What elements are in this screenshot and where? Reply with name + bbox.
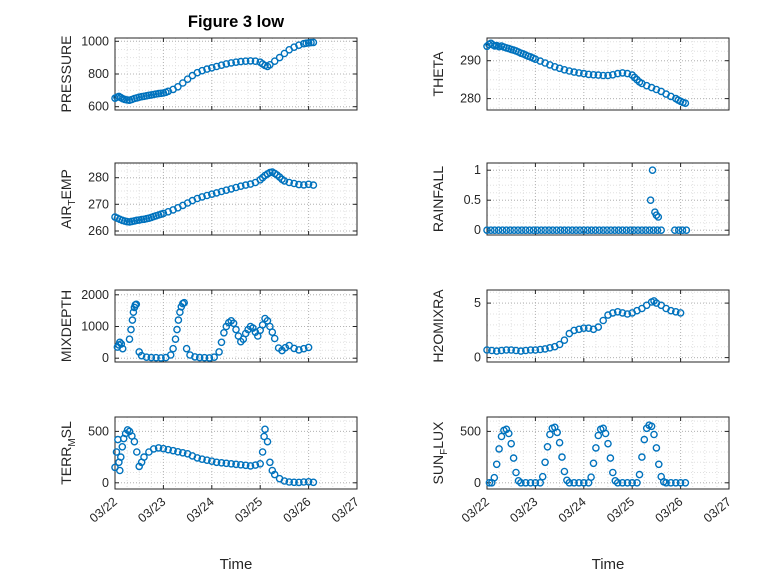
tick-marks (114, 290, 358, 362)
y-tick-label: 280 (88, 171, 109, 185)
x-tick-label: 03/22 (87, 495, 120, 526)
tick-marks (114, 163, 358, 235)
figure-title: Figure 3 low (187, 13, 285, 31)
x-tick-label: 03/26 (653, 495, 686, 526)
y-tick-label: 0 (102, 476, 109, 490)
minor-grid (486, 417, 730, 489)
x-tick-label: 03/22 (459, 495, 492, 526)
axes-box (486, 416, 730, 490)
y-tick-label: 270 (88, 197, 109, 211)
x-tick-label: 03/24 (556, 495, 589, 526)
axes-box (486, 289, 730, 363)
plot-sunflux: 03/22 03/23 03/24 03/25 03/26 03/27 0 500 (459, 416, 734, 526)
x-tick-label: 03/25 (232, 495, 265, 526)
y-tick-label: 1000 (81, 34, 109, 48)
x-tick-label: 03/23 (135, 495, 168, 526)
y-tick-label: 800 (88, 67, 109, 81)
x-tick-label: 03/24 (184, 495, 217, 526)
y-tick-label: 600 (88, 100, 109, 114)
plot-h2omixra: 05 (474, 289, 730, 365)
major-grid (114, 163, 358, 235)
series-rainfall (483, 166, 691, 234)
series-sunflux (485, 421, 690, 487)
x-tick-label: 03/27 (329, 495, 362, 526)
plot-airtemp: 260 270 280 (88, 162, 358, 238)
axes-box (114, 162, 358, 236)
series-pressure (111, 38, 318, 104)
y-tick-label: 280 (460, 92, 481, 106)
series-h2omixra (483, 297, 685, 355)
y-tick-label: 5 (474, 296, 481, 310)
y-tick-label: 2000 (81, 288, 109, 302)
x-tick-label: 03/27 (701, 495, 734, 526)
plot-mixdepth: 0 1000 2000 (81, 288, 358, 365)
axes-box (114, 416, 358, 490)
subplot-airtemp: 260 270 280 (55, 155, 365, 243)
subplot-mixdepth: 0 1000 2000 (55, 282, 365, 370)
x-tick-label: 03/23 (507, 495, 540, 526)
plot-terrmsl: 03/22 03/23 03/24 03/25 03/26 03/27 0 500 (87, 416, 362, 526)
xlabel-left-column: Time (219, 556, 253, 573)
y-tick-label: 290 (460, 54, 481, 68)
x-tick-label: 03/26 (281, 495, 314, 526)
y-tick-label: 1000 (81, 320, 109, 334)
tick-marks (486, 290, 730, 362)
ylabel-terrmsl: TERRMSL (58, 421, 78, 485)
axes-box (486, 162, 730, 236)
subplot-terrmsl: 03/22 03/23 03/24 03/25 03/26 03/27 0 500 (55, 409, 365, 554)
tick-marks (114, 417, 358, 489)
y-tick-label: 500 (88, 424, 109, 438)
y-tick-label: 0.5 (464, 193, 481, 207)
y-tick-label: 0 (102, 351, 109, 365)
series-theta (483, 39, 690, 107)
subplot-rainfall: 0 0.5 1 (427, 155, 737, 243)
minor-grid (486, 38, 730, 110)
plot-theta: 280 290 (460, 37, 730, 111)
series-airtemp (111, 168, 318, 226)
subplot-sunflux: 03/22 03/23 03/24 03/25 03/26 03/27 0 500 (427, 409, 737, 554)
y-tick-label: 0 (474, 476, 481, 490)
subplot-pressure: 600 800 1000 (55, 30, 365, 118)
plot-pressure: 600 800 1000 (81, 34, 358, 114)
subplot-theta: 280 290 (427, 30, 737, 118)
minor-grid (114, 163, 358, 235)
series-terrmsl (111, 425, 318, 487)
y-tick-label: 260 (88, 224, 109, 238)
axes-box (486, 37, 730, 111)
tick-marks (486, 38, 730, 110)
y-tick-label: 500 (460, 424, 481, 438)
plot-rainfall: 00.51 (464, 162, 730, 237)
x-tick-label: 03/25 (604, 495, 637, 526)
ylabel-sunflux: SUNFLUX (430, 421, 450, 485)
y-tick-label: 0 (474, 351, 481, 365)
series-mixdepth (113, 298, 313, 362)
y-tick-label: 1 (474, 163, 481, 177)
minor-grid (486, 163, 730, 235)
xlabel-right-column: Time (591, 556, 625, 573)
y-tick-label: 0 (474, 223, 481, 237)
